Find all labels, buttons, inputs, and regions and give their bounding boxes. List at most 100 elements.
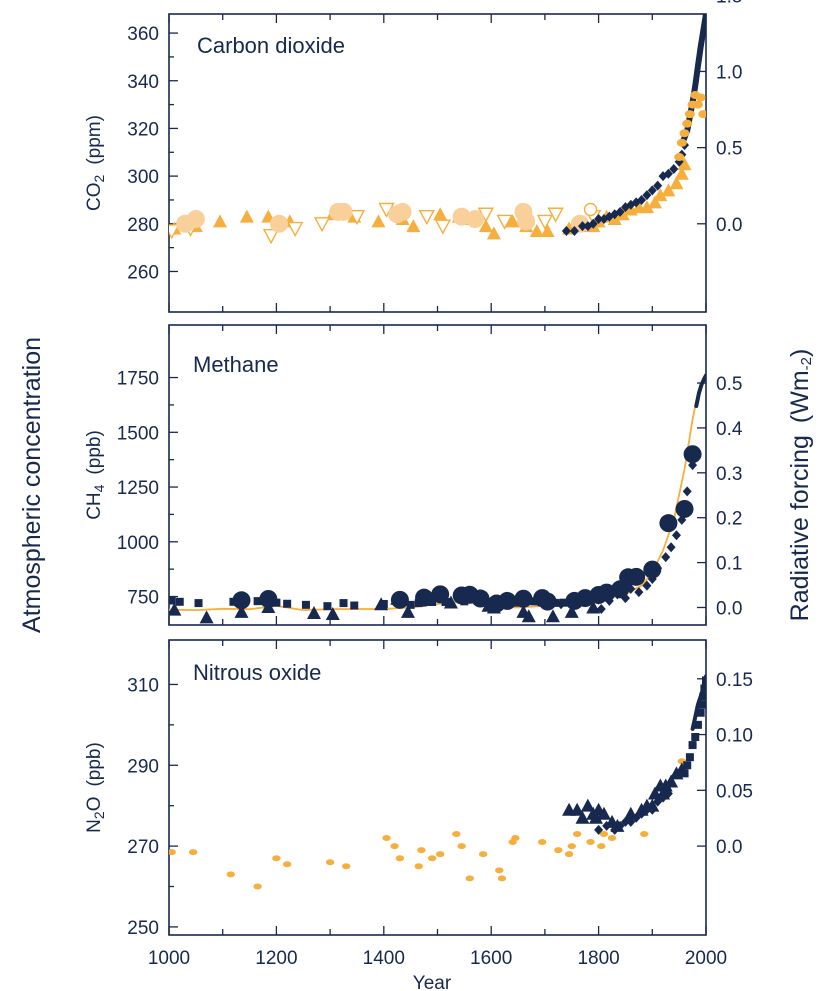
data-point [647,804,657,815]
right-tick-label: 0.1 [716,554,742,575]
data-point [577,221,587,232]
data-point [602,820,612,831]
data-point [417,847,426,854]
data-point [642,190,652,201]
data-point [685,753,694,762]
right-tick-label: 1.5 [716,0,742,7]
data-point [682,486,692,497]
data-point [588,218,598,229]
data-marks [169,14,706,245]
right-tick-label: 0.4 [716,419,743,440]
data-point [658,792,668,803]
data-point [671,530,681,541]
y-axis-label-chem: N [84,819,105,833]
y-tick-label: 310 [127,675,159,696]
y-axis-label-chem2: O [84,797,105,812]
data-point [545,609,560,623]
right-axis-unit-sup: -2 [798,357,815,370]
y-axis-label: N2O (ppb) [84,742,107,833]
data-point [580,798,595,812]
y-axis-label-unit: (ppb) [84,430,105,474]
data-point [283,599,292,608]
right-tick-label: 0.3 [716,464,742,485]
data-point [434,219,452,235]
right-tick-label: 0.15 [716,670,753,691]
data-point [597,843,606,850]
data-point [188,849,198,856]
data-point [561,225,571,236]
data-point [674,166,689,180]
left-axis-title: Atmospheric concentration [18,337,46,633]
data-point [674,153,685,162]
y-tick-label: 290 [127,756,159,777]
data-point [677,514,687,525]
data-point [538,839,547,846]
data-point [325,607,340,621]
data-point [441,598,450,607]
data-point [169,602,182,616]
data-point [428,598,437,607]
data-point [374,597,389,611]
data-point [661,183,676,197]
y-tick-label: 340 [127,72,159,93]
data-point [663,168,673,179]
data-point [433,207,448,221]
right-axis-title: Radiative forcing(Wm-2) [786,349,815,622]
data-point [186,210,205,229]
panel-title: Carbon dioxide [197,33,345,58]
data-point [431,585,450,604]
data-point [226,871,235,878]
data-point [575,810,590,824]
data-point [615,820,625,831]
x-tick-label: 1600 [470,948,512,969]
series-curve [694,373,706,408]
data-point [679,129,690,138]
data-point [594,594,604,605]
data-point [282,861,292,868]
right-tick-label: 0.5 [716,374,742,395]
y-tick-label: 280 [127,215,159,236]
y-tick-label: 260 [127,262,159,283]
data-point [583,202,598,217]
data-point [334,202,353,221]
data-point [688,741,697,750]
data-point [612,589,622,600]
data-point [350,601,359,610]
right-tick-label: 0.2 [716,509,742,530]
y-tick-label: 270 [127,837,159,858]
right-tick-label: 1.0 [716,62,742,83]
data-point [323,602,332,611]
data-point [675,499,694,518]
data-point [457,843,466,850]
data-point [640,830,649,837]
data-point [599,830,609,837]
data-point [639,200,654,214]
data-point [270,214,289,233]
data-point [496,214,513,230]
data-point [676,138,687,147]
panel-2: 750 1000 1250 1500 1750 0.0 0.1 0.2 0.3 0.4 0.5 Met… [84,324,743,626]
y-axis-label-sub: 2 [91,811,107,819]
data-point [511,835,520,842]
right-axis-title-text: Radiative forcing [786,435,814,621]
right-tick-label: 0.0 [716,598,742,619]
panel-title: Nitrous oxide [193,660,321,685]
data-point [669,176,684,190]
data-point [556,599,566,610]
right-axis-unit: Wm [786,370,814,414]
data-point [661,552,671,563]
data-point [586,600,601,614]
data-point [495,867,504,874]
data-point [620,816,630,827]
data-point [699,692,706,701]
data-point [478,851,488,858]
data-point [253,883,262,890]
data-point [627,567,646,586]
data-point [390,843,399,850]
data-point [194,599,203,608]
data-point [583,594,593,605]
data-point [631,812,641,823]
data-marks [169,373,706,624]
data-point [536,214,554,230]
y-tick-label: 1500 [117,423,159,444]
